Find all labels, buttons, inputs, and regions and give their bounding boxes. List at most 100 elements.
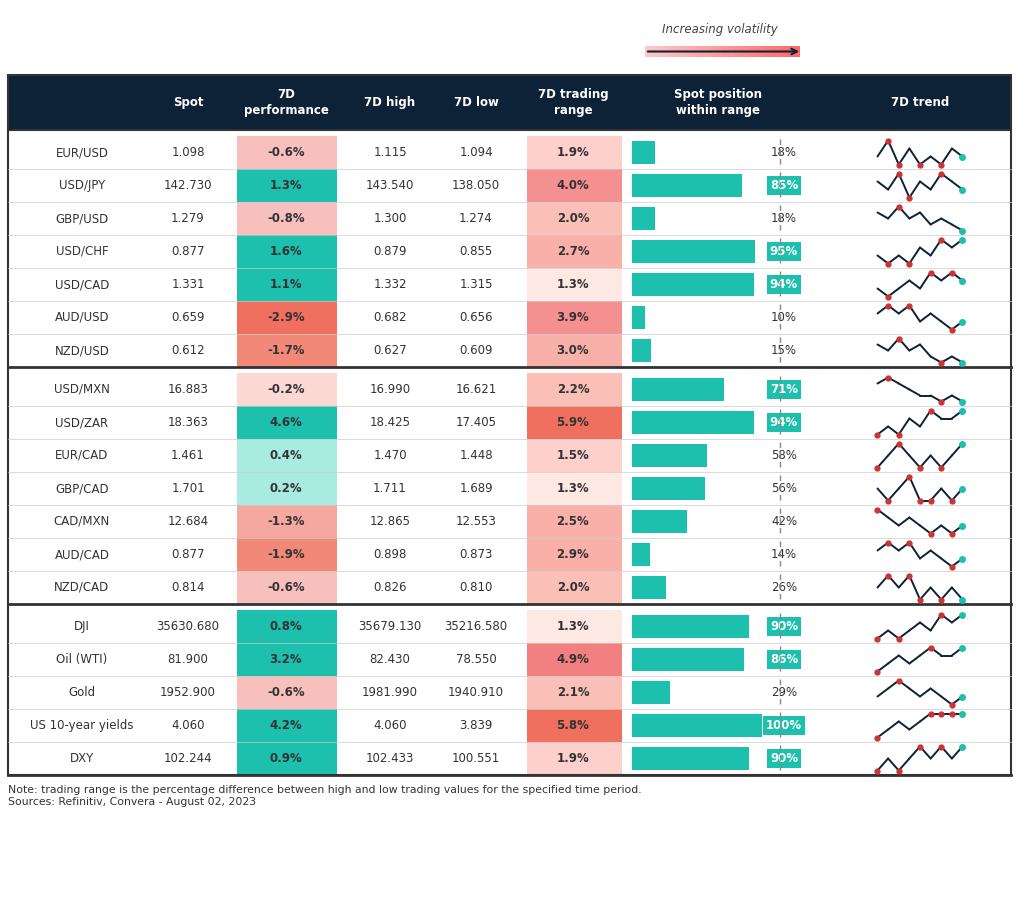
Bar — [704, 46, 707, 57]
Bar — [8, 709, 1011, 742]
Bar — [632, 411, 754, 434]
Bar — [753, 46, 756, 57]
Bar — [751, 46, 753, 57]
Text: 7D low: 7D low — [453, 96, 498, 109]
Bar — [527, 643, 622, 676]
Text: 1.448: 1.448 — [460, 449, 493, 462]
Bar — [632, 543, 650, 566]
Text: 102.244: 102.244 — [164, 752, 212, 765]
Text: 0.659: 0.659 — [171, 311, 205, 324]
Text: -0.2%: -0.2% — [267, 383, 305, 396]
Text: 58%: 58% — [771, 449, 797, 462]
Bar — [632, 174, 743, 197]
Bar — [8, 334, 1011, 367]
Text: 0.877: 0.877 — [171, 548, 205, 561]
Bar — [237, 235, 337, 268]
Bar — [726, 46, 728, 57]
Bar — [632, 714, 762, 737]
Bar — [681, 46, 684, 57]
Text: 143.540: 143.540 — [366, 179, 414, 192]
Bar — [527, 373, 622, 406]
Text: AUD/USD: AUD/USD — [55, 311, 109, 324]
Text: 1.115: 1.115 — [373, 146, 407, 159]
Text: 0.855: 0.855 — [460, 245, 492, 258]
Bar — [237, 709, 337, 742]
Bar — [8, 268, 1011, 301]
Text: 94%: 94% — [770, 416, 798, 429]
Bar — [632, 141, 655, 164]
Bar — [527, 169, 622, 202]
Text: GBP/USD: GBP/USD — [55, 212, 109, 225]
Text: DJI: DJI — [74, 620, 90, 633]
Text: 29%: 29% — [771, 686, 797, 699]
Text: 1.3%: 1.3% — [556, 482, 589, 495]
Bar — [764, 46, 766, 57]
Bar — [527, 268, 622, 301]
Bar — [632, 648, 744, 671]
Text: 18.425: 18.425 — [370, 416, 411, 429]
Text: -2.9%: -2.9% — [267, 311, 305, 324]
Bar — [658, 46, 660, 57]
Text: -0.6%: -0.6% — [267, 146, 305, 159]
Bar — [632, 444, 707, 467]
Bar — [237, 202, 337, 235]
Bar — [527, 136, 622, 169]
Text: 0.873: 0.873 — [460, 548, 493, 561]
Bar — [632, 306, 645, 329]
Text: 1.5%: 1.5% — [556, 449, 589, 462]
Bar — [679, 46, 681, 57]
Bar — [8, 610, 1011, 643]
Bar — [8, 643, 1011, 676]
Bar — [702, 46, 704, 57]
Text: 5.8%: 5.8% — [556, 719, 589, 732]
Bar — [668, 46, 671, 57]
Bar — [663, 46, 665, 57]
Bar — [527, 334, 622, 367]
Text: Spot position
within range: Spot position within range — [674, 88, 762, 117]
Bar — [632, 273, 754, 296]
Bar — [527, 406, 622, 439]
Text: 1940.910: 1940.910 — [448, 686, 504, 699]
Text: 90%: 90% — [770, 620, 798, 633]
Bar — [674, 46, 676, 57]
Bar — [8, 406, 1011, 439]
Text: 81.900: 81.900 — [167, 653, 209, 666]
Text: CAD/MXN: CAD/MXN — [54, 515, 110, 528]
Text: 1.098: 1.098 — [171, 146, 205, 159]
Bar — [660, 46, 663, 57]
Text: USD/CHF: USD/CHF — [56, 245, 108, 258]
Bar — [771, 46, 774, 57]
Bar — [527, 235, 622, 268]
Bar — [632, 510, 687, 533]
Bar — [736, 46, 738, 57]
Bar — [719, 46, 722, 57]
Text: Increasing volatility: Increasing volatility — [662, 23, 777, 37]
Bar — [527, 472, 622, 505]
Bar — [8, 676, 1011, 709]
Bar — [527, 202, 622, 235]
Bar — [795, 46, 798, 57]
Bar — [759, 46, 761, 57]
Text: 0.8%: 0.8% — [270, 620, 303, 633]
Bar — [8, 439, 1011, 472]
Text: 1.701: 1.701 — [171, 482, 205, 495]
Text: 35630.680: 35630.680 — [157, 620, 219, 633]
Text: -1.7%: -1.7% — [267, 344, 305, 357]
Bar — [717, 46, 719, 57]
Text: DXY: DXY — [70, 752, 94, 765]
Bar — [709, 46, 712, 57]
Text: 1.6%: 1.6% — [270, 245, 303, 258]
Text: 78.550: 78.550 — [455, 653, 496, 666]
Text: 95%: 95% — [770, 245, 798, 258]
Text: -1.3%: -1.3% — [267, 515, 305, 528]
Text: 5.9%: 5.9% — [556, 416, 589, 429]
Text: 14%: 14% — [771, 548, 797, 561]
Bar — [8, 75, 1011, 775]
Text: 3.0%: 3.0% — [556, 344, 589, 357]
Text: 0.810: 0.810 — [460, 581, 493, 594]
Text: 2.0%: 2.0% — [556, 212, 589, 225]
Bar — [8, 130, 1011, 136]
Text: 35679.130: 35679.130 — [359, 620, 422, 633]
Text: 0.2%: 0.2% — [270, 482, 303, 495]
Text: 86%: 86% — [770, 653, 798, 666]
